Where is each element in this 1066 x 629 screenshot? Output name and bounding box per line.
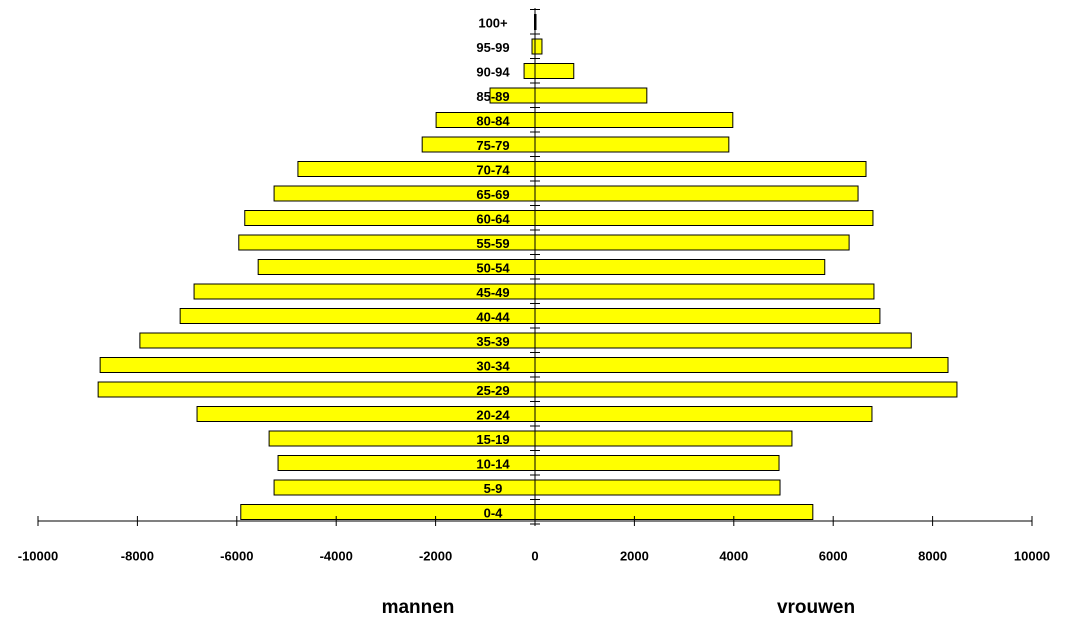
bar: [524, 64, 535, 79]
bar: [535, 39, 542, 54]
x-tick-label: -6000: [220, 548, 253, 563]
x-tick-label: -4000: [320, 548, 353, 563]
bar: [535, 333, 911, 348]
x-tick-label: 2000: [620, 548, 649, 563]
bar: [535, 480, 780, 495]
category-label: 80-84: [476, 113, 510, 128]
bar: [535, 431, 792, 446]
x-tick-label: 10000: [1014, 548, 1050, 563]
category-label: 40-44: [476, 309, 510, 324]
category-label: 10-14: [476, 456, 510, 471]
category-label: 45-49: [476, 285, 509, 300]
category-label: 55-59: [476, 236, 509, 251]
bar: [535, 260, 825, 275]
category-label: 20-24: [476, 407, 510, 422]
category-label: 5-9: [484, 481, 503, 496]
bar: [535, 456, 779, 471]
bar: [535, 505, 813, 520]
bar: [535, 113, 733, 128]
bar: [535, 211, 873, 226]
category-label: 0-4: [484, 505, 504, 520]
bar: [535, 309, 880, 324]
x-tick-label: 0: [531, 548, 538, 563]
category-label: 75-79: [476, 138, 509, 153]
x-tick-label: -10000: [18, 548, 58, 563]
bar: [535, 358, 948, 373]
category-label: 90-94: [476, 64, 510, 79]
bar: [535, 284, 874, 299]
bar: [535, 162, 866, 177]
bar: [98, 382, 535, 397]
category-label: 60-64: [476, 211, 510, 226]
bar: [100, 358, 535, 373]
bar: [535, 137, 729, 152]
bar: [535, 88, 647, 103]
x-tick-label: 6000: [819, 548, 848, 563]
category-label: 100+: [478, 15, 508, 30]
category-label: 30-34: [476, 358, 510, 373]
bar: [535, 382, 957, 397]
x-tick-label: -2000: [419, 548, 452, 563]
side-label: mannen: [382, 597, 455, 618]
category-label: 15-19: [476, 432, 509, 447]
bar: [535, 407, 872, 422]
category-label: 25-29: [476, 383, 509, 398]
x-tick-label: 8000: [918, 548, 947, 563]
bar: [535, 186, 858, 201]
category-label: 95-99: [476, 40, 509, 55]
x-tick-label: 4000: [719, 548, 748, 563]
category-label: 35-39: [476, 334, 509, 349]
side-label: vrouwen: [777, 597, 855, 618]
category-label: 50-54: [476, 260, 510, 275]
bar: [535, 64, 574, 79]
category-label: 70-74: [476, 162, 510, 177]
x-tick-label: -8000: [121, 548, 154, 563]
category-label: 65-69: [476, 187, 509, 202]
category-label: 85-89: [476, 89, 509, 104]
bar: [535, 235, 849, 250]
